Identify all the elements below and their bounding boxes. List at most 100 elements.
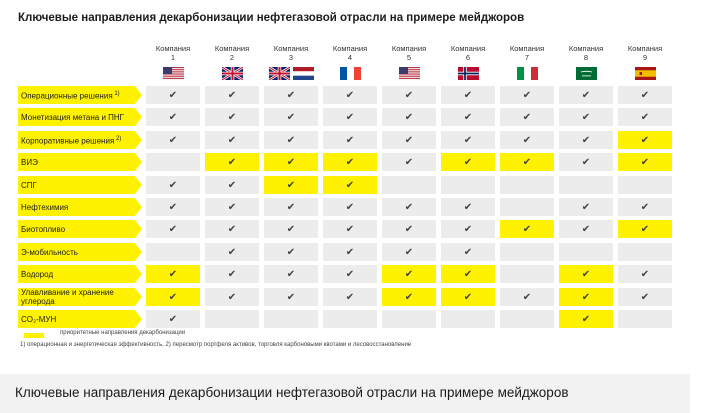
- check-mark: ✔: [404, 223, 414, 235]
- flag-fr-icon: [339, 67, 361, 80]
- table-cell: ✔: [382, 153, 436, 171]
- table-cell: ✔: [323, 131, 377, 149]
- table-cell: [500, 265, 554, 283]
- row-label: Биотопливо: [18, 220, 142, 238]
- column-header-6: Компания 6: [441, 44, 495, 62]
- check-mark: ✔: [227, 223, 237, 235]
- table-cell: [146, 243, 200, 261]
- check-mark: ✔: [168, 134, 178, 146]
- table-cell: ✔: [205, 288, 259, 306]
- check-mark: ✔: [581, 223, 591, 235]
- check-mark: ✔: [168, 291, 178, 303]
- check-mark: ✔: [463, 89, 473, 101]
- table-cell: ✔: [323, 265, 377, 283]
- legend-swatch-priority: [24, 333, 44, 338]
- table-cell: [559, 243, 613, 261]
- table-cell-priority: ✔: [500, 153, 554, 171]
- table-cell-priority: ✔: [559, 288, 613, 306]
- column-number: 5: [406, 53, 412, 62]
- check-mark: ✔: [345, 223, 355, 235]
- check-mark: ✔: [522, 223, 532, 235]
- check-mark: ✔: [463, 223, 473, 235]
- row-arrow-shape: [18, 108, 142, 126]
- image-caption: Ключевые направления декарбонизации нефт…: [15, 385, 569, 400]
- row-label-text: CO₂-МУН: [21, 314, 57, 324]
- check-mark: ✔: [404, 111, 414, 123]
- table-cell: ✔: [323, 243, 377, 261]
- check-mark: ✔: [168, 179, 178, 191]
- table-cell: ✔: [559, 153, 613, 171]
- column-number: 1: [170, 53, 176, 62]
- table-cell: ✔: [559, 220, 613, 238]
- check-mark: ✔: [345, 89, 355, 101]
- check-mark: ✔: [463, 291, 473, 303]
- table-cell: ✔: [382, 131, 436, 149]
- flag-sa-icon: [575, 67, 597, 80]
- check-mark: ✔: [404, 201, 414, 213]
- row-label-text: Монетизация метана и ПНГ: [21, 112, 125, 122]
- row-label: Э-мобильность: [18, 243, 142, 261]
- check-mark: ✔: [168, 223, 178, 235]
- check-mark: ✔: [463, 134, 473, 146]
- table-cell: ✔: [205, 198, 259, 216]
- check-mark: ✔: [581, 201, 591, 213]
- check-mark: ✔: [345, 156, 355, 168]
- check-mark: ✔: [345, 179, 355, 191]
- check-mark: ✔: [581, 156, 591, 168]
- check-mark: ✔: [463, 156, 473, 168]
- row-arrow-shape: [18, 131, 142, 149]
- table-cell: [618, 243, 672, 261]
- row-label: Корпоративные решения 2): [18, 131, 142, 149]
- column-number: 6: [465, 53, 471, 62]
- chart-title: Ключевые направления декарбонизации нефт…: [18, 12, 525, 24]
- row-arrow-shape: [18, 243, 142, 261]
- column-header-7: Компания 7: [500, 44, 554, 62]
- check-mark: ✔: [522, 89, 532, 101]
- table-cell: ✔: [618, 288, 672, 306]
- check-mark: ✔: [581, 134, 591, 146]
- table-cell: ✔: [264, 288, 318, 306]
- flag-uk-icon: [268, 67, 290, 80]
- table-cell: ✔: [441, 220, 495, 238]
- table-cell: ✔: [500, 288, 554, 306]
- table-cell: ✔: [559, 108, 613, 126]
- flag-nl-icon: [292, 67, 314, 80]
- column-flags-1: [146, 67, 200, 80]
- check-mark: ✔: [227, 156, 237, 168]
- table-cell: ✔: [382, 243, 436, 261]
- table-cell: [618, 176, 672, 194]
- column-label: Компания: [273, 44, 309, 53]
- table-cell: ✔: [323, 108, 377, 126]
- table-cell: ✔: [205, 176, 259, 194]
- table-cell: ✔: [146, 86, 200, 104]
- flag-no-icon: [457, 67, 479, 80]
- column-number: 8: [583, 53, 589, 62]
- table-cell: ✔: [205, 243, 259, 261]
- check-mark: ✔: [463, 201, 473, 213]
- table-cell: [382, 310, 436, 328]
- row-label: Монетизация метана и ПНГ: [18, 108, 142, 126]
- table-cell: ✔: [205, 131, 259, 149]
- table-cell: [323, 310, 377, 328]
- table-cell: ✔: [441, 86, 495, 104]
- table-cell: ✔: [382, 108, 436, 126]
- row-label-text: Нефтехимия: [21, 202, 69, 212]
- column-label: Компания: [214, 44, 250, 53]
- table-cell: ✔: [441, 108, 495, 126]
- table-cell: ✔: [500, 108, 554, 126]
- check-mark: ✔: [463, 111, 473, 123]
- table-cell: ✔: [146, 108, 200, 126]
- column-flags-8: [559, 67, 613, 80]
- column-header-3: Компания 3: [264, 44, 318, 62]
- row-label: Операционные решения 1): [18, 86, 142, 104]
- check-mark: ✔: [227, 201, 237, 213]
- flag-us-icon: [162, 67, 184, 80]
- column-flags-6: [441, 67, 495, 80]
- row-label: Нефтехимия: [18, 198, 142, 216]
- table-cell: ✔: [264, 265, 318, 283]
- check-mark: ✔: [581, 89, 591, 101]
- table-cell-priority: ✔: [146, 265, 200, 283]
- check-mark: ✔: [168, 111, 178, 123]
- check-mark: ✔: [286, 223, 296, 235]
- table-cell: ✔: [264, 198, 318, 216]
